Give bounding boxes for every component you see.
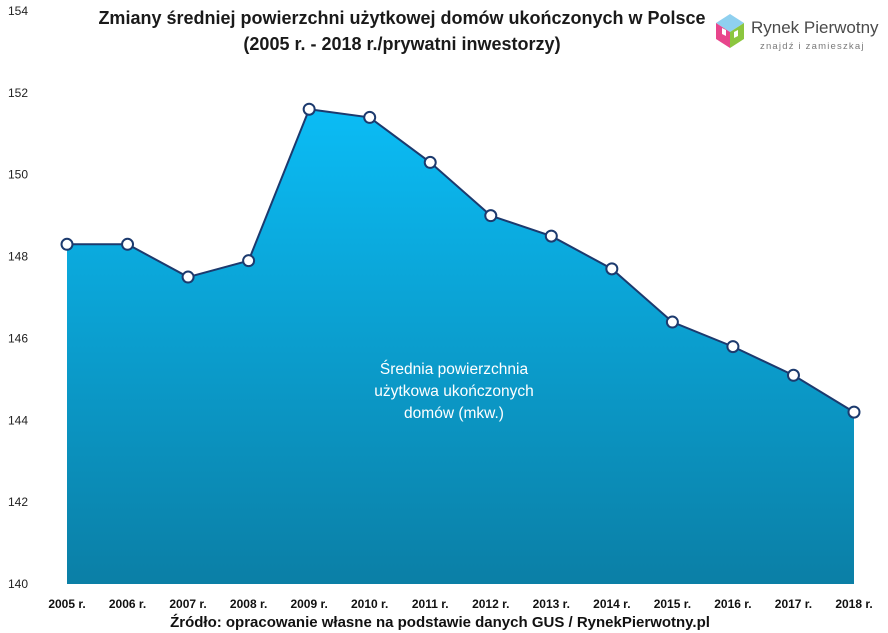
y-tick-label: 144 [8,413,28,427]
data-point-2010 [363,110,377,124]
x-tick-label: 2018 r. [835,597,872,611]
x-tick-label: 2010 r. [351,597,388,611]
data-point-2014 [605,262,619,276]
series-label-line-1: Średnia powierzchnia [380,360,529,378]
brand-logo: Rynek Pierwotny znajdź i zamieszkaj [716,14,879,52]
brand-name: Rynek Pierwotny [751,18,879,37]
y-tick-label: 150 [8,168,28,182]
x-tick-label: 2017 r. [775,597,812,611]
chart-title-line-1: Zmiany średniej powierzchni użytkowej do… [98,8,705,28]
y-axis: 140 142 144 146 148 150 152 154 [8,4,28,591]
x-tick-label: 2012 r. [472,597,509,611]
data-point-2013 [544,229,558,243]
x-tick-label: 2016 r. [714,597,751,611]
series-label-line-2: użytkowa ukończonych [374,383,533,400]
y-tick-label: 154 [8,4,28,18]
x-tick-label: 2009 r. [290,597,327,611]
chart-title-line-2: (2005 r. - 2018 r./prywatni inwestorzy) [243,34,560,54]
y-tick-label: 152 [8,86,28,100]
data-point-2008 [242,254,256,268]
x-tick-label: 2014 r. [593,597,630,611]
data-points [60,102,861,419]
x-tick-label: 2007 r. [169,597,206,611]
series-line [67,108,855,413]
data-point-2011 [423,155,437,169]
data-point-2007 [181,270,195,284]
data-point-2012 [484,209,498,223]
y-tick-label: 146 [8,331,28,345]
data-point-2009 [302,102,316,116]
x-tick-label: 2011 r. [412,597,449,611]
series-label-line-3: domów (mkw.) [404,405,504,422]
y-tick-label: 142 [8,495,28,509]
x-tick-label: 2006 r. [109,597,146,611]
y-tick-label: 140 [8,577,28,591]
x-tick-label: 2013 r. [533,597,570,611]
data-point-2017 [786,368,800,382]
x-axis: 2005 r. 2006 r. 2007 r. 2008 r. 2009 r. 2010 … [48,597,872,611]
series-label: Średnia powierzchnia użytkowa ukończonyc… [374,360,533,422]
data-point-2015 [665,315,679,329]
data-point-2018 [847,405,861,419]
source-note: Źródło: opracowanie własne na podstawie … [170,614,710,631]
data-point-2016 [726,340,740,354]
x-tick-label: 2005 r. [48,597,85,611]
data-point-2005 [60,237,74,251]
y-tick-label: 148 [8,250,28,264]
data-point-2006 [121,237,135,251]
x-tick-label: 2015 r. [654,597,691,611]
x-tick-label: 2008 r. [230,597,267,611]
series-area [67,109,854,584]
brand-tagline: znajdź i zamieszkaj [760,41,865,52]
house-logo-icon [716,14,744,48]
